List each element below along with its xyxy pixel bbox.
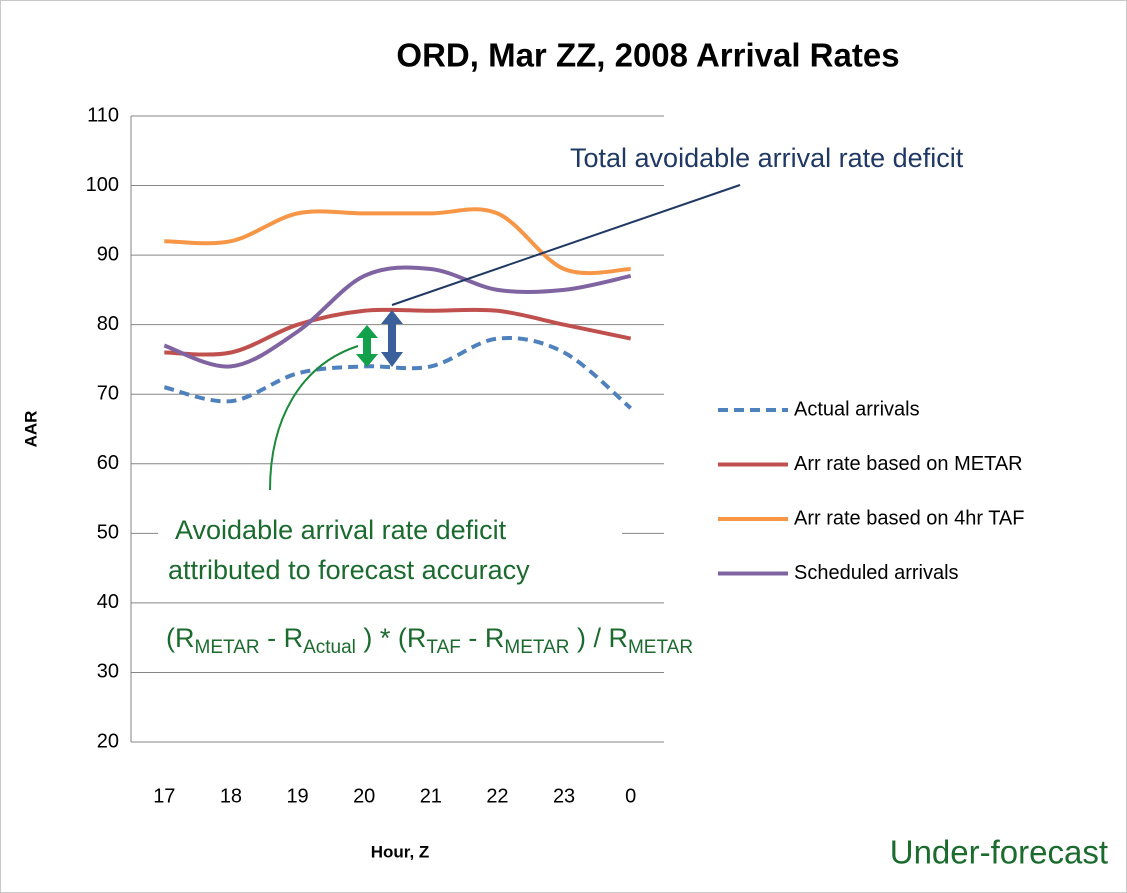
chart-title: ORD, Mar ZZ, 2008 Arrival Rates <box>396 37 899 74</box>
series-line <box>164 207 631 276</box>
series-line <box>164 307 632 357</box>
arrow-head <box>381 352 403 367</box>
green-arrow <box>356 325 378 367</box>
x-axis-label: Hour, Z <box>371 842 430 861</box>
annotation: Under-forecast <box>890 834 1108 871</box>
arrow-head <box>356 354 378 367</box>
formula-subscript: METAR <box>195 637 260 658</box>
annotation: attributed to forecast accuracy <box>168 555 530 585</box>
series-line <box>163 265 632 369</box>
x-tick-label: 20 <box>353 785 375 807</box>
y-tick-label: 40 <box>97 591 119 613</box>
x-tick-label: 22 <box>486 785 508 807</box>
formula-subscript: Actual <box>303 637 356 658</box>
formula-subscript: METAR <box>628 637 693 658</box>
formula-part: - R <box>260 623 304 653</box>
pointer-curve <box>269 345 359 491</box>
x-tick-label: 18 <box>220 785 242 807</box>
y-tick-label: 80 <box>97 313 119 335</box>
y-tick-label: 110 <box>87 104 119 126</box>
y-tick-label: 30 <box>97 661 119 683</box>
y-tick-label: 50 <box>97 522 119 544</box>
formula-part: ) / R <box>569 623 628 653</box>
formula-subscript: TAF <box>426 637 460 658</box>
y-tick-label: 70 <box>97 383 119 405</box>
x-tick-label: 21 <box>420 785 442 807</box>
formula-subscript: METAR <box>504 637 569 658</box>
plot-area: 20 30 40 50 60 70 80 90 100 110 17 18 19 20 21 22 23 0 <box>86 104 664 807</box>
y-tick-label: 20 <box>97 730 119 752</box>
x-tick-label: 0 <box>625 785 636 807</box>
arrow-head <box>381 310 403 324</box>
formula-part: (R <box>166 623 195 653</box>
legend-label: Scheduled arrivals <box>794 562 959 584</box>
legend-label: Arr rate based on 4hr TAF <box>794 507 1024 529</box>
y-tick-label: 60 <box>97 452 119 474</box>
x-tick-label: 23 <box>553 785 575 807</box>
arrow-shaft <box>388 322 396 355</box>
x-tick-label: 17 <box>153 785 175 807</box>
formula: (RMETAR - RActual ) * (RTAF - RMETAR ) /… <box>166 623 693 658</box>
arrow-head <box>356 325 378 338</box>
pointer-line <box>391 184 741 306</box>
series-line <box>163 336 632 410</box>
navy-arrow <box>381 310 403 367</box>
y-tick-label: 100 <box>86 174 119 196</box>
annotation: Total avoidable arrival rate deficit <box>570 143 964 173</box>
y-axis-label: AAR <box>21 411 40 448</box>
arrow-shaft <box>363 335 371 357</box>
x-tick-label: 19 <box>286 785 308 807</box>
annotation-box <box>158 510 622 590</box>
formula-part: ) * (R <box>356 623 427 653</box>
annotation: Avoidable arrival rate deficit <box>175 515 507 545</box>
legend-label: Actual arrivals <box>794 398 920 420</box>
legend-label: Arr rate based on METAR <box>794 453 1023 475</box>
y-tick-label: 90 <box>97 243 119 265</box>
formula-part: - R <box>461 623 505 653</box>
